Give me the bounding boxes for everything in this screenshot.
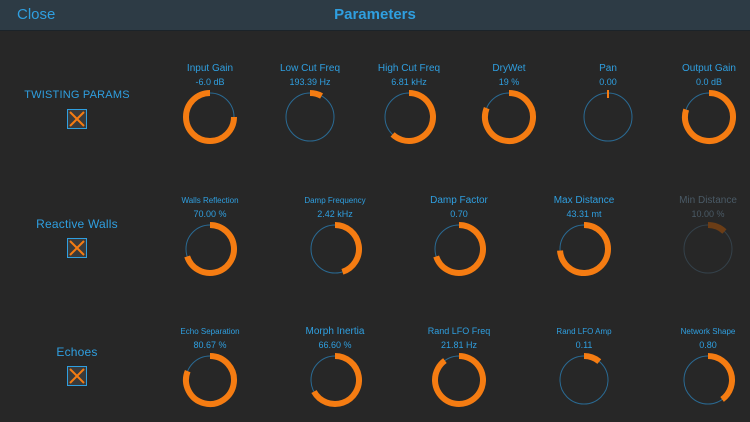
dial-arc	[432, 353, 486, 407]
knob-label: Rand LFO Amp	[556, 327, 612, 336]
knob-label: Pan	[599, 63, 617, 74]
knob-min-distance: Min Distance 10.00 %	[658, 194, 750, 278]
knob-label: Damp Factor	[430, 195, 488, 206]
dial-icon[interactable]	[555, 220, 613, 278]
knob-value: 80.67 %	[193, 340, 227, 350]
page-title: Parameters	[334, 6, 416, 23]
knob-label: Low Cut Freq	[279, 63, 341, 74]
knob-damp-factor[interactable]: Damp Factor 0.70	[409, 194, 509, 278]
dial-arc	[583, 353, 602, 364]
dial-arc	[390, 90, 436, 144]
knob-rand-lfo-freq[interactable]: Rand LFO Freq 21.81 Hz	[409, 325, 509, 409]
knob-label: Morph Inertia	[305, 326, 365, 337]
knob-max-distance[interactable]: Max Distance 43.31 mt	[534, 194, 634, 278]
knob-drywet[interactable]: DryWet 19 %	[459, 62, 559, 146]
dial-arc	[433, 222, 486, 276]
knob-output-gain[interactable]: Output Gain 0.0 dB	[659, 62, 750, 146]
dial-icon	[683, 222, 733, 274]
knob-value: 0.11	[575, 340, 593, 350]
dial-arc	[309, 90, 324, 99]
knob-label: Input Gain	[186, 63, 234, 74]
knob-label: Echo Separation	[180, 327, 240, 336]
knob-label: Rand LFO Freq	[427, 326, 491, 336]
dial-track	[285, 92, 335, 142]
knob-pan[interactable]: Pan 0.00	[558, 62, 658, 146]
dial-track	[559, 355, 609, 405]
dial-track	[583, 92, 633, 142]
dial-arc	[184, 222, 237, 276]
knob-value: 19 %	[498, 77, 520, 87]
knob-label: Min Distance	[679, 195, 737, 206]
knob-label: Network Shape	[680, 327, 736, 336]
twisting-params-checkbox[interactable]	[67, 109, 87, 129]
section-label-echoes: Echoes	[56, 345, 98, 359]
dial-icon[interactable]	[680, 88, 738, 146]
top-bar: Close Parameters	[0, 0, 750, 31]
dial-arc	[682, 90, 736, 144]
knob-high-cut-freq[interactable]: High Cut Freq 6.81 kHz	[359, 62, 459, 146]
knob-low-cut-freq[interactable]: Low Cut Freq 193.39 Hz	[260, 62, 360, 146]
dial-icon[interactable]	[480, 88, 538, 146]
knob-morph-inertia[interactable]: Morph Inertia 66.60 %	[285, 325, 385, 409]
dial-arc	[334, 222, 362, 275]
dial-arc	[311, 353, 362, 407]
knob-label: High Cut Freq	[377, 63, 441, 74]
dial-arc	[707, 353, 735, 402]
knob-echo-separation[interactable]: Echo Separation 80.67 %	[160, 325, 260, 409]
knob-value: 193.39 Hz	[289, 77, 331, 87]
knob-value: 0.0 dB	[695, 77, 723, 87]
knob-label: Output Gain	[682, 63, 736, 74]
dial-track	[683, 224, 733, 274]
knob-damp-frequency[interactable]: Damp Frequency 2.42 kHz	[285, 194, 385, 278]
knob-value: 10.00 %	[691, 209, 725, 219]
close-button[interactable]: Close	[17, 6, 56, 23]
knob-value: -6.0 dB	[195, 77, 225, 87]
dial-arc	[183, 353, 237, 407]
dial-icon[interactable]	[306, 220, 364, 278]
dial-icon[interactable]	[181, 351, 239, 409]
dial-arc	[183, 90, 237, 144]
knob-value: 70.00 %	[193, 209, 227, 219]
dial-icon[interactable]	[579, 88, 637, 146]
knob-network-shape[interactable]: Network Shape 0.80	[658, 325, 750, 409]
dial-arc	[707, 222, 727, 234]
dial-icon[interactable]	[281, 88, 339, 146]
knob-value: 6.81 kHz	[391, 77, 427, 87]
knob-value: 21.81 Hz	[440, 340, 478, 350]
dial-icon[interactable]	[380, 88, 438, 146]
dial-icon[interactable]	[555, 351, 613, 409]
echoes-checkbox[interactable]	[67, 366, 87, 386]
dial-icon[interactable]	[679, 351, 737, 409]
dial-icon[interactable]	[430, 351, 488, 409]
knob-input-gain[interactable]: Input Gain -6.0 dB	[160, 62, 260, 146]
checkbox-x-icon	[69, 368, 85, 384]
knob-value: 2.42 kHz	[317, 209, 353, 219]
knob-label: Walls Reflection	[181, 196, 239, 205]
knob-value: 0.80	[699, 340, 717, 350]
section-label-reactive-walls: Reactive Walls	[36, 217, 118, 231]
checkbox-x-icon	[69, 111, 85, 127]
knob-rand-lfo-amp[interactable]: Rand LFO Amp 0.11	[534, 325, 634, 409]
knob-value: 43.31 mt	[566, 209, 602, 219]
reactive-walls-checkbox[interactable]	[67, 238, 87, 258]
knob-value: 66.60 %	[318, 340, 352, 350]
dial-arc	[557, 222, 611, 276]
section-label-twisting-params: TWISTING PARAMS	[24, 89, 130, 101]
knob-value: 0.70	[450, 209, 468, 219]
dial-icon[interactable]	[430, 220, 488, 278]
dial-icon[interactable]	[181, 88, 239, 146]
knob-value: 0.00	[599, 77, 617, 87]
knob-label: Damp Frequency	[304, 196, 366, 205]
knob-label: DryWet	[492, 63, 526, 74]
checkbox-x-icon	[69, 240, 85, 256]
dial-arc	[482, 90, 536, 144]
dial-icon[interactable]	[181, 220, 239, 278]
knob-walls-reflection[interactable]: Walls Reflection 70.00 %	[160, 194, 260, 278]
knob-label: Max Distance	[553, 195, 615, 206]
dial-icon[interactable]	[306, 351, 364, 409]
